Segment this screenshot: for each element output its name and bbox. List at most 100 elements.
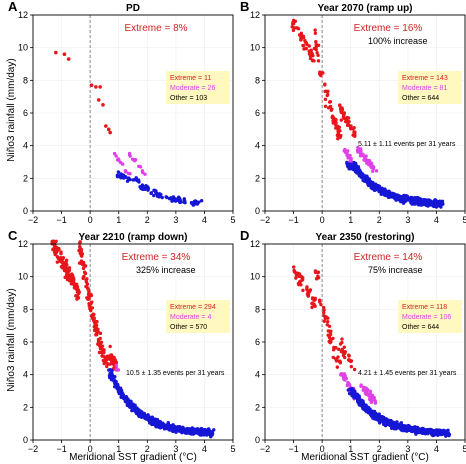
point-extreme bbox=[57, 257, 62, 261]
point-moderate bbox=[364, 159, 368, 163]
extreme-percent: Extreme = 8% bbox=[124, 23, 187, 34]
point-extreme bbox=[315, 277, 319, 281]
increase-text: 325% increase bbox=[136, 265, 196, 275]
point-other bbox=[352, 395, 357, 399]
point-other bbox=[433, 201, 438, 205]
x-tick-label: −2 bbox=[28, 444, 38, 454]
point-other bbox=[109, 372, 114, 376]
point-other bbox=[385, 191, 389, 195]
point-extreme bbox=[292, 265, 296, 269]
point-extreme bbox=[68, 277, 73, 281]
point-other bbox=[157, 195, 161, 199]
point-extreme bbox=[293, 270, 298, 275]
point-other bbox=[119, 176, 123, 180]
point-extreme bbox=[66, 57, 71, 61]
point-extreme bbox=[338, 104, 342, 108]
point-other bbox=[134, 411, 139, 416]
point-other bbox=[358, 401, 362, 405]
point-extreme bbox=[308, 56, 313, 61]
y-tick-label: 10 bbox=[18, 272, 28, 282]
x-axis-label-left: Meridional SST gradient (°C) bbox=[69, 452, 197, 463]
point-extreme bbox=[325, 319, 330, 324]
point-extreme bbox=[324, 315, 328, 319]
point-other bbox=[430, 428, 434, 432]
point-extreme bbox=[60, 265, 65, 270]
point-other bbox=[419, 197, 423, 202]
point-other bbox=[152, 193, 156, 198]
point-extreme bbox=[337, 347, 341, 352]
point-extreme bbox=[337, 359, 341, 363]
point-extreme bbox=[75, 290, 80, 294]
point-other bbox=[149, 420, 154, 425]
point-extreme bbox=[346, 120, 351, 125]
point-extreme bbox=[93, 325, 97, 330]
extreme-percent: Extreme = 14% bbox=[354, 252, 423, 263]
point-extreme bbox=[308, 288, 313, 292]
point-other bbox=[115, 174, 120, 179]
point-moderate bbox=[345, 153, 349, 157]
point-other bbox=[182, 200, 186, 204]
point-moderate bbox=[112, 151, 117, 156]
y-axis-label-top: Niño3 rainfall (mm/day) bbox=[6, 58, 17, 161]
x-tick-label: 3 bbox=[173, 444, 178, 454]
point-other bbox=[446, 428, 450, 433]
point-moderate bbox=[370, 169, 375, 173]
point-extreme bbox=[299, 31, 304, 36]
point-other bbox=[395, 425, 400, 429]
point-other bbox=[165, 425, 170, 429]
point-other bbox=[350, 387, 355, 391]
legend-entry: Other = 644 bbox=[402, 324, 439, 331]
y-tick-label: 12 bbox=[18, 10, 28, 20]
point-extreme bbox=[339, 118, 343, 122]
point-other bbox=[131, 178, 135, 182]
point-other bbox=[419, 203, 423, 207]
point-extreme bbox=[323, 83, 327, 87]
legend-box bbox=[166, 300, 230, 333]
point-extreme bbox=[316, 59, 321, 63]
point-other bbox=[402, 426, 406, 430]
x-tick-label: −2 bbox=[260, 215, 270, 225]
point-other bbox=[146, 185, 150, 189]
point-extreme bbox=[340, 337, 344, 341]
x-tick-label: 2 bbox=[377, 444, 382, 454]
point-extreme bbox=[331, 121, 335, 125]
point-other bbox=[140, 184, 144, 188]
point-extreme bbox=[85, 277, 89, 281]
point-other bbox=[137, 409, 142, 413]
point-moderate bbox=[359, 384, 363, 388]
legend-entry: Other = 103 bbox=[170, 95, 207, 102]
point-other bbox=[164, 195, 168, 199]
point-other bbox=[414, 427, 419, 431]
point-moderate bbox=[370, 393, 375, 398]
point-extreme bbox=[74, 294, 78, 298]
point-extreme bbox=[329, 340, 333, 344]
point-extreme bbox=[77, 248, 81, 252]
point-extreme bbox=[104, 124, 108, 128]
point-other bbox=[197, 200, 201, 204]
point-other bbox=[351, 392, 356, 396]
point-extreme bbox=[342, 345, 347, 349]
point-other bbox=[170, 199, 174, 203]
point-extreme bbox=[304, 46, 308, 51]
legend-entry: Extreme = 294 bbox=[170, 304, 216, 311]
point-extreme bbox=[62, 263, 67, 268]
point-extreme bbox=[298, 279, 302, 284]
point-extreme bbox=[312, 302, 316, 306]
x-axis-label-right: Meridional SST gradient (°C) bbox=[301, 452, 429, 463]
point-extreme bbox=[319, 302, 323, 307]
point-other bbox=[447, 433, 451, 438]
x-tick-label: 3 bbox=[173, 215, 178, 225]
point-extreme bbox=[89, 302, 93, 306]
point-extreme bbox=[346, 358, 351, 362]
point-extreme bbox=[342, 112, 346, 116]
point-moderate bbox=[133, 159, 137, 163]
y-tick-label: 2 bbox=[23, 173, 28, 183]
point-other bbox=[190, 201, 194, 206]
y-tick-label: 0 bbox=[255, 435, 260, 445]
point-extreme bbox=[54, 239, 58, 244]
point-extreme bbox=[313, 28, 317, 32]
point-other bbox=[121, 173, 126, 178]
point-extreme bbox=[98, 85, 102, 89]
y-tick-label: 0 bbox=[23, 206, 28, 216]
point-extreme bbox=[79, 254, 84, 258]
